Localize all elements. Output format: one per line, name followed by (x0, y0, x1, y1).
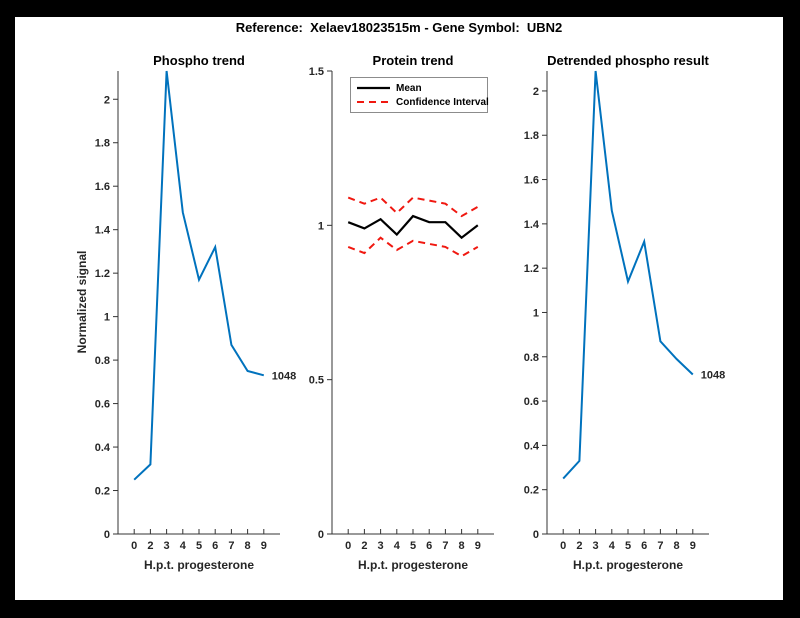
y-tick-label: 1.4 (524, 219, 540, 231)
mean-line (347, 214, 479, 240)
x-tick-label: 3 (164, 540, 170, 552)
y-tick-label: 0.4 (95, 442, 111, 454)
y-tick-label: 1.8 (95, 138, 110, 150)
x-tick-label: 9 (475, 540, 481, 552)
confidence-interval-lower-line (347, 236, 479, 258)
subplot-title-phospho-trend: Phospho trend (153, 53, 245, 68)
phospho-trend-line (133, 70, 265, 481)
y-axis-label: Normalized signal (75, 250, 89, 354)
confidence-interval-line-sample-icon (357, 101, 390, 103)
legend-entry-confidence-interval: Confidence Interval (357, 96, 489, 108)
y-tick-label: 2 (533, 86, 539, 98)
y-tick-label: 2 (104, 94, 110, 106)
plots-svg: 00.20.40.60.811.21.41.61.820 2 3 4 5 6 7 8 91048… (95, 66, 726, 552)
x-tick-label: 4 (394, 540, 401, 552)
confidence-interval-upper-line (347, 196, 479, 218)
x-tick-label: 7 (657, 540, 663, 552)
x-axis-label-3: H.p.t. progesterone (572, 558, 683, 572)
y-tick-label: 0 (533, 529, 539, 541)
x-tick-label: 2 (576, 540, 582, 552)
x-tick-label: 2 (147, 540, 153, 552)
mean-line-sample-icon (357, 86, 390, 90)
axis-spines (117, 71, 280, 535)
series-end-label: 1048 (701, 369, 725, 381)
x-tick-label: 9 (261, 540, 267, 552)
y-tick-label: 1 (318, 220, 324, 232)
axis-spines (546, 71, 709, 535)
x-tick-label: 3 (593, 540, 599, 552)
x-tick-label: 5 (196, 540, 202, 552)
y-tick-label: 0 (104, 529, 110, 541)
x-axis-label-1: H.p.t. progesterone (143, 558, 254, 572)
x-tick-label: 0 (345, 540, 351, 552)
y-tick-label: 0.6 (95, 399, 110, 411)
subplot-title-detrended-phospho-result: Detrended phospho result (547, 53, 709, 68)
y-tick-label: 1.8 (524, 130, 539, 142)
matlab-figure: Reference: Xelaev18023515m - Gene Symbol… (15, 17, 783, 600)
x-tick-label: 7 (228, 540, 234, 552)
x-tick-label: 4 (609, 540, 616, 552)
y-tick-label: 1.2 (524, 263, 539, 275)
y-tick-label: 0.6 (524, 396, 539, 408)
x-axis-label-2: H.p.t. progesterone (357, 558, 468, 572)
x-tick-label: 6 (426, 540, 432, 552)
legend: Mean Confidence Interval (350, 77, 489, 113)
axis-spines (331, 71, 494, 535)
x-tick-label: 0 (560, 540, 566, 552)
legend-label-confidence-interval: Confidence Interval (396, 96, 489, 108)
series-end-label: 1048 (272, 370, 296, 382)
x-tick-label: 8 (674, 540, 680, 552)
y-tick-label: 1.5 (309, 66, 324, 78)
x-tick-label: 6 (212, 540, 218, 552)
legend-entry-mean: Mean (357, 83, 487, 94)
x-tick-label: 8 (459, 540, 465, 552)
y-tick-label: 0.2 (524, 485, 539, 497)
y-tick-label: 0 (318, 529, 324, 541)
panel-protein-trend: 00.511.50 2 3 4 5 6 7 8 9 (309, 66, 494, 552)
figure-title: Reference: Xelaev18023515m - Gene Symbol… (235, 20, 563, 35)
x-tick-label: 2 (361, 540, 367, 552)
subplot-title-protein-trend: Protein trend (372, 53, 454, 68)
x-tick-label: 7 (442, 540, 448, 552)
y-tick-label: 1.6 (524, 175, 539, 187)
x-tick-label: 0 (131, 540, 137, 552)
x-tick-label: 6 (641, 540, 647, 552)
x-tick-label: 4 (180, 540, 187, 552)
x-tick-label: 9 (690, 540, 696, 552)
legend-label-mean: Mean (396, 82, 422, 94)
y-tick-label: 1 (104, 312, 110, 324)
y-tick-label: 0.4 (524, 440, 540, 452)
x-tick-label: 5 (410, 540, 416, 552)
detrended-phospho-result-line (562, 70, 694, 480)
y-tick-label: 1 (533, 307, 539, 319)
y-tick-label: 0.5 (309, 375, 324, 387)
y-tick-label: 0.8 (524, 352, 539, 364)
y-tick-label: 0.2 (95, 486, 110, 498)
y-tick-label: 1.6 (95, 181, 110, 193)
y-tick-label: 1.4 (95, 225, 111, 237)
x-tick-label: 3 (378, 540, 384, 552)
y-tick-label: 0.8 (95, 355, 110, 367)
y-tick-label: 1.2 (95, 268, 110, 280)
x-tick-label: 5 (625, 540, 631, 552)
x-tick-label: 8 (245, 540, 251, 552)
